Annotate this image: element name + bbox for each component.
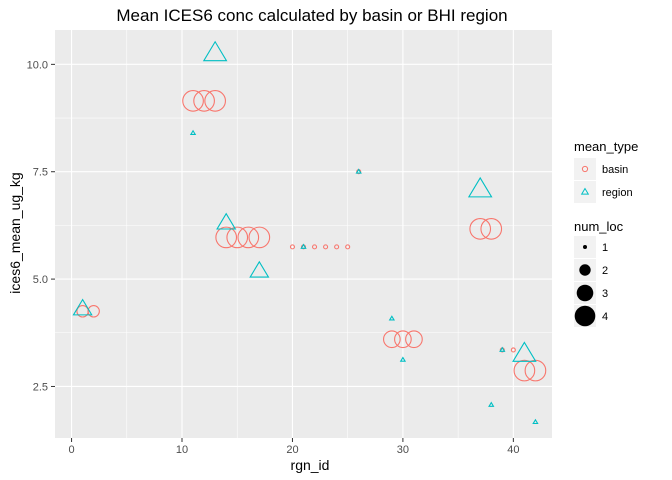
y-tick-label: 10.0 [27,59,48,71]
grid-lines [55,30,552,438]
plot-panel [55,30,552,438]
region-point [355,168,362,174]
basin-point [334,244,340,250]
x-tick-label: 30 [397,444,409,456]
y-tick-label: 7.5 [33,167,48,179]
region-point [488,401,495,407]
legend-size-label: 3 [602,288,608,300]
region-point [388,315,396,321]
x-axis-title: rgn_id [291,457,330,473]
basin-point [469,217,492,240]
legend-key [574,181,596,203]
legend-label-region: region [602,187,633,199]
basin-point [193,90,215,112]
legend-size-label: 4 [602,311,608,323]
legend-size-dot [576,284,594,302]
basin-point [394,330,412,349]
basin-point [182,90,204,112]
basin-point [87,305,100,318]
basin-point [226,226,249,249]
region-point [300,243,307,249]
legend-title-num-loc: num_loc [574,219,624,234]
legend-key [574,158,596,180]
region-point [189,129,197,136]
axes: 0 10 20 30 40 2.5 5.0 7.5 10.0 [27,59,520,456]
basin-point [248,226,271,249]
basin-point [311,244,318,250]
y-tick-label: 2.5 [33,381,48,393]
basin-point [510,347,516,353]
legend-label-basin: basin [602,164,628,176]
region-point [499,346,506,352]
legend-title-mean-type: mean_type [574,139,638,154]
y-tick-label: 5.0 [33,274,48,286]
basin-point [383,330,401,349]
x-tick-label: 0 [69,444,75,456]
x-tick-label: 10 [176,444,188,456]
data-points [72,40,547,425]
region-point [249,260,270,278]
x-tick-label: 40 [507,444,519,456]
y-axis-title: ices6_mean_ug_kg [7,172,23,293]
x-tick-label: 20 [286,444,298,456]
legend-size-dot [583,245,587,249]
legend-size-label: 1 [602,242,608,254]
region-point [202,40,228,62]
legend-triangle-icon [580,187,590,195]
legend-size-label: 2 [602,265,608,277]
basin-point [480,217,503,240]
basin-point [323,244,329,250]
region-point [532,418,539,425]
basin-point [204,90,226,112]
region-point [216,212,237,230]
chart-title: Mean ICES6 conc calculated by basin or B… [116,6,507,25]
basin-point [513,359,536,382]
region-point [72,298,93,316]
basin-point [405,330,423,349]
basin-point [237,226,260,249]
region-point [512,341,537,362]
legend-size-dot [579,264,591,276]
legend-circle-icon [581,165,589,173]
region-point [467,176,493,198]
region-point [399,356,407,362]
basin-point [215,226,238,249]
legend-size-dot [574,305,596,327]
basin-point [289,244,296,250]
basin-point [345,244,351,250]
